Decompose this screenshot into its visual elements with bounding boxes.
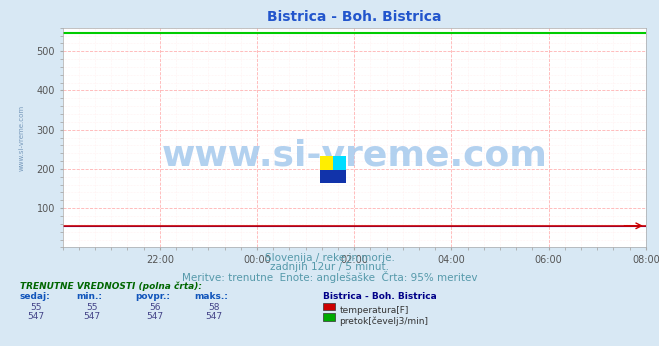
Text: zadnjih 12ur / 5 minut.: zadnjih 12ur / 5 minut.	[270, 262, 389, 272]
Bar	[320, 156, 333, 170]
Text: 56: 56	[149, 303, 161, 312]
Text: pretok[čevelj3/min]: pretok[čevelj3/min]	[339, 317, 428, 326]
Text: Slovenija / reke in morje.: Slovenija / reke in morje.	[264, 253, 395, 263]
Text: 547: 547	[84, 312, 101, 321]
Text: 547: 547	[146, 312, 163, 321]
Text: www.si-vreme.com: www.si-vreme.com	[161, 138, 547, 172]
Title: Bistrica - Boh. Bistrica: Bistrica - Boh. Bistrica	[267, 10, 442, 24]
Bar	[333, 156, 346, 170]
Text: 58: 58	[208, 303, 220, 312]
Text: 55: 55	[86, 303, 98, 312]
Text: Bistrica - Boh. Bistrica: Bistrica - Boh. Bistrica	[323, 292, 437, 301]
Text: 55: 55	[30, 303, 42, 312]
Text: temperatura[F]: temperatura[F]	[339, 306, 409, 315]
Text: min.:: min.:	[76, 292, 101, 301]
Text: www.si-vreme.com: www.si-vreme.com	[18, 104, 25, 171]
Text: povpr.:: povpr.:	[135, 292, 170, 301]
Text: Meritve: trenutne  Enote: anglešaške  Črta: 95% meritev: Meritve: trenutne Enote: anglešaške Črta…	[182, 271, 477, 283]
Bar	[320, 170, 333, 183]
Text: TRENUTNE VREDNOSTI (polna črta):: TRENUTNE VREDNOSTI (polna črta):	[20, 282, 202, 291]
Text: 547: 547	[206, 312, 223, 321]
Text: maks.:: maks.:	[194, 292, 228, 301]
Text: sedaj:: sedaj:	[20, 292, 51, 301]
Text: 547: 547	[28, 312, 45, 321]
Bar	[333, 170, 346, 183]
